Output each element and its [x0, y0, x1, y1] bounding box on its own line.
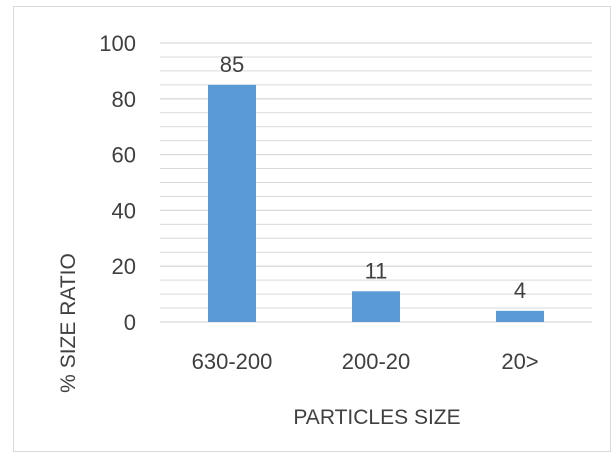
x-axis-title: PARTICLES SIZE [293, 406, 460, 429]
data-label: 11 [365, 258, 388, 283]
data-label: 4 [514, 278, 526, 303]
y-axis-title: % SIZE RATIO [57, 253, 80, 393]
labels: 0 20 40 60 80 100 85 630-200 11 200-20 4 20> [99, 31, 538, 374]
y-tick-label: 100 [99, 31, 136, 56]
bar-200-20 [352, 291, 400, 322]
x-tick-label: 20> [501, 349, 538, 374]
bars [208, 84, 544, 322]
bar-630-200 [208, 84, 256, 322]
y-tick-label: 80 [112, 87, 136, 112]
y-tick-label: 40 [112, 198, 136, 223]
x-tick-label: 200-20 [342, 349, 411, 374]
bar-20 [496, 310, 544, 322]
chart-frame [13, 6, 611, 452]
y-tick-label: 60 [112, 143, 136, 168]
data-label: 85 [220, 52, 244, 77]
y-tick-label: 20 [112, 254, 136, 279]
y-tick-label: 0 [124, 310, 136, 335]
x-tick-label: 630-200 [192, 349, 273, 374]
